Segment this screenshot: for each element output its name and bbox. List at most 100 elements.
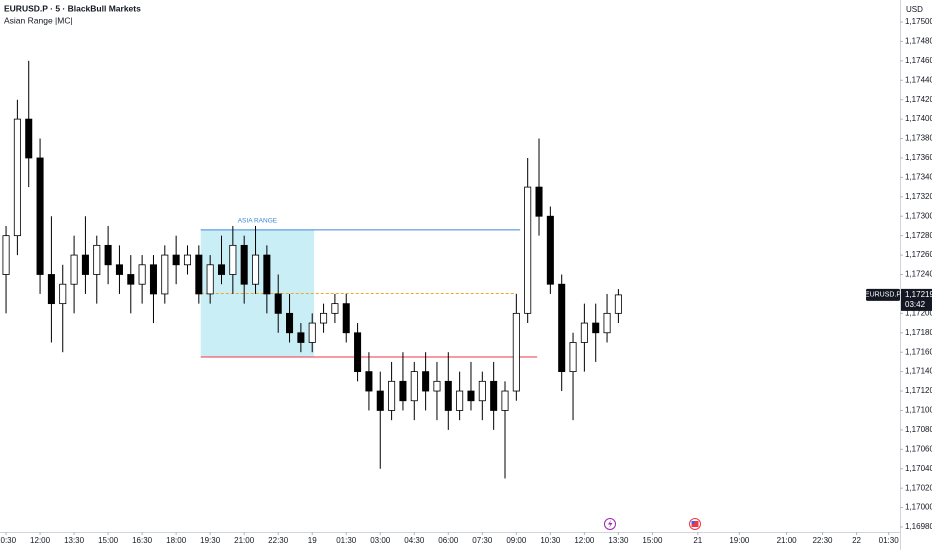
x-tick-label: 19:30 xyxy=(200,536,221,545)
y-tick-label: 1,17360 xyxy=(905,153,932,162)
x-tick-label: 07:30 xyxy=(472,536,493,545)
x-tick-label: 21:00 xyxy=(234,536,255,545)
candle-body xyxy=(161,254,169,295)
y-tick-label: 1,17040 xyxy=(905,464,932,473)
x-tick-label: 01:30 xyxy=(336,536,357,545)
candle-body xyxy=(410,371,418,402)
x-tick-label: 22:30 xyxy=(268,536,289,545)
candle-body xyxy=(59,283,67,305)
currency-label: USD xyxy=(906,5,923,14)
candle-body xyxy=(263,254,271,295)
y-tick-label: 1,17460 xyxy=(905,56,932,65)
event-icon-glyph[interactable] xyxy=(608,520,613,528)
y-tick-label: 1,17400 xyxy=(905,114,932,123)
y-tick-label: 1,17080 xyxy=(905,425,932,434)
x-tick-label: 03:00 xyxy=(370,536,391,545)
candle-body xyxy=(342,303,350,334)
y-tick-label: 1,17000 xyxy=(905,503,932,512)
price-tag-bg xyxy=(901,288,932,311)
y-tick-label: 1,17100 xyxy=(905,406,932,415)
x-tick-label: 04:30 xyxy=(404,536,425,545)
x-tick-label: 12:00 xyxy=(30,536,51,545)
candle-body xyxy=(524,186,532,314)
y-tick-label: 1,17020 xyxy=(905,483,932,492)
candle-body xyxy=(195,254,203,295)
x-tick-label: 12:00 xyxy=(574,536,595,545)
candle-body xyxy=(490,380,498,411)
candle-body xyxy=(70,254,78,285)
y-tick-label: 1,17280 xyxy=(905,231,932,240)
candle-body xyxy=(13,118,21,237)
event-icon-flag[interactable] xyxy=(691,521,699,527)
y-tick-label: 1,17480 xyxy=(905,37,932,46)
y-tick-label: 1,17200 xyxy=(905,308,932,317)
candle-body xyxy=(138,264,146,285)
candle-body xyxy=(240,244,248,285)
x-tick-label: 01:30 xyxy=(879,536,900,545)
candle-body xyxy=(81,254,89,275)
candle-body xyxy=(331,303,339,314)
candle-body xyxy=(592,322,600,334)
candle-body xyxy=(376,390,384,411)
event-icon[interactable] xyxy=(689,518,701,530)
candle-body xyxy=(47,274,55,305)
candle-body xyxy=(422,371,430,392)
x-tick-label: 13:30 xyxy=(608,536,629,545)
plot-area: ASIA RANGE xyxy=(2,60,622,479)
asia-range-label: ASIA RANGE xyxy=(238,218,278,225)
chart-title: EURUSD.P · 5 · BlackBull Markets xyxy=(4,3,141,13)
y-tick-label: 1,17380 xyxy=(905,134,932,143)
x-tick-label: 13:30 xyxy=(64,536,85,545)
y-tick-label: 1,17300 xyxy=(905,211,932,220)
x-tick-label: 22:30 xyxy=(812,536,833,545)
x-tick-label: 15:00 xyxy=(98,536,119,545)
candle-body xyxy=(127,274,135,285)
candle-body xyxy=(286,312,294,334)
candle-body xyxy=(104,244,112,266)
candle-body xyxy=(183,254,192,266)
candle-body xyxy=(115,264,123,275)
candle-body xyxy=(229,244,237,275)
candle-body xyxy=(603,312,611,334)
candle-body xyxy=(444,380,452,411)
x-tick-label: 21 xyxy=(693,536,702,545)
price-tag: 1,17219 xyxy=(905,290,932,299)
candle-body xyxy=(217,264,226,275)
x-tick-label: 06:00 xyxy=(438,536,459,545)
x-tick-label: 19:00 xyxy=(729,536,750,545)
y-tick-label: 1,17500 xyxy=(905,17,932,26)
x-tick-label: 16:30 xyxy=(132,536,153,545)
candle-body xyxy=(25,118,33,159)
y-tick-label: 1,17260 xyxy=(905,250,932,259)
x-tick-label: 21:00 xyxy=(777,536,798,545)
candle-body xyxy=(274,293,282,314)
candle-body xyxy=(467,390,475,402)
y-tick-label: 1,17440 xyxy=(905,75,932,84)
x-tick-label: 10:30 xyxy=(540,536,561,545)
candle-body xyxy=(535,186,543,217)
candle-body xyxy=(93,244,101,275)
event-icon-flag[interactable] xyxy=(691,521,695,524)
candle-body xyxy=(308,322,316,343)
countdown: 03:42 xyxy=(905,300,926,309)
y-tick-label: 1,17340 xyxy=(905,172,932,181)
candle-body xyxy=(172,254,180,266)
symbol-tag-bg xyxy=(866,288,900,301)
candle-body xyxy=(546,215,554,285)
x-tick-label: 18:00 xyxy=(166,536,187,545)
y-tick-label: 1,17420 xyxy=(905,95,932,104)
x-tick-label: 19 xyxy=(308,536,317,545)
candle-body xyxy=(365,371,373,392)
x-tick-label: 09:00 xyxy=(506,536,527,545)
candle-body xyxy=(206,264,214,295)
y-tick-label: 1,17120 xyxy=(905,386,932,395)
event-icon[interactable] xyxy=(604,518,616,530)
candle-body xyxy=(558,283,566,373)
y-tick-label: 1,17140 xyxy=(905,367,932,376)
candle-body xyxy=(569,342,577,373)
indicator-name: Asian Range |MC| xyxy=(4,15,73,25)
candle-body xyxy=(456,390,464,411)
candle-body xyxy=(399,380,407,402)
x-tick-label: 10:30 xyxy=(0,536,17,545)
y-tick-label: 1,17180 xyxy=(905,328,932,337)
